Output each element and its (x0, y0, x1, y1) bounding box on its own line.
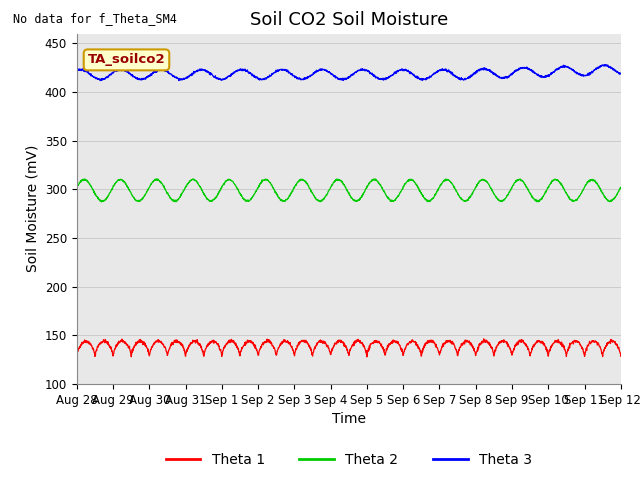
Theta 2 (225, 177, 233, 182)
Theta 1 (570, 338, 577, 344)
Theta 3 (569, 67, 577, 73)
Theta 2 (570, 198, 577, 204)
X-axis label: Time: Time (332, 412, 366, 426)
Theta 3 (602, 61, 609, 67)
Theta 3 (376, 76, 384, 82)
Theta 2 (508, 186, 515, 192)
Theta 1 (480, 336, 488, 342)
Legend: Theta 1, Theta 2, Theta 3: Theta 1, Theta 2, Theta 3 (160, 447, 538, 472)
Theta 2 (584, 179, 592, 184)
Theta 2 (81, 176, 89, 182)
Theta 1 (376, 341, 384, 347)
Line: Theta 3: Theta 3 (77, 64, 621, 81)
Theta 3 (175, 78, 182, 84)
Theta 2 (98, 199, 106, 205)
Text: TA_soilco2: TA_soilco2 (88, 53, 165, 66)
Theta 3 (507, 72, 515, 78)
Line: Theta 1: Theta 1 (77, 339, 621, 357)
Theta 3 (617, 71, 625, 76)
Theta 3 (365, 69, 372, 75)
Theta 2 (617, 184, 625, 190)
Title: Soil CO2 Soil Moisture: Soil CO2 Soil Moisture (250, 11, 448, 29)
Y-axis label: Soil Moisture (mV): Soil Moisture (mV) (25, 145, 39, 273)
Theta 1 (73, 353, 81, 359)
Theta 3 (225, 73, 232, 79)
Theta 1 (584, 342, 592, 348)
Theta 2 (377, 183, 385, 189)
Theta 3 (584, 72, 592, 78)
Theta 1 (363, 354, 371, 360)
Text: No data for f_Theta_SM4: No data for f_Theta_SM4 (13, 12, 177, 25)
Theta 1 (508, 350, 515, 356)
Theta 3 (73, 68, 81, 73)
Theta 1 (617, 353, 625, 359)
Theta 2 (365, 180, 372, 186)
Theta 1 (365, 346, 372, 351)
Line: Theta 2: Theta 2 (77, 179, 621, 202)
Theta 1 (225, 338, 232, 344)
Theta 2 (73, 185, 81, 191)
